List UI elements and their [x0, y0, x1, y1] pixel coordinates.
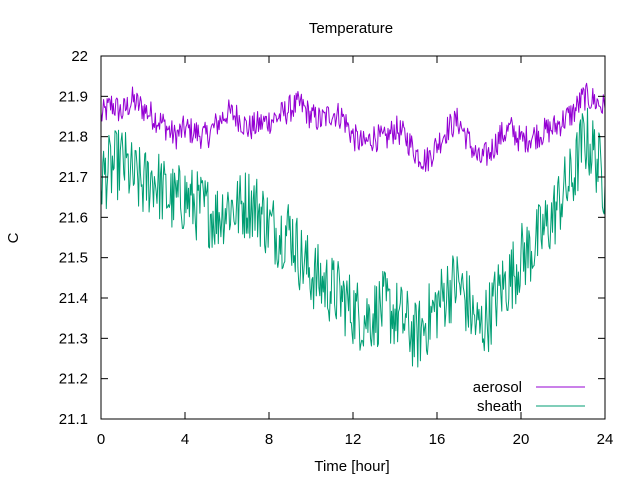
x-tick-label: 12 [345, 431, 362, 448]
plot-area [100, 82, 606, 368]
series-line-aerosol [100, 82, 606, 172]
legend-label-sheath: sheath [477, 398, 522, 415]
y-tick-label: 21.2 [59, 371, 88, 388]
legend: aerosol sheath [473, 379, 585, 415]
x-tick-label: 4 [181, 431, 189, 448]
x-tick-label: 20 [513, 431, 530, 448]
x-axis-label: Time [hour] [314, 458, 389, 475]
y-tick-label: 21.5 [59, 250, 88, 267]
y-tick-label: 21.1 [59, 411, 88, 428]
legend-label-aerosol: aerosol [473, 379, 522, 396]
y-axis: 21.1 21.2 21.3 21.4 21.5 21.6 21.7 21.8 21.9 22 [59, 48, 605, 428]
chart-title: Temperature [309, 20, 393, 37]
x-tick-label: 0 [97, 431, 105, 448]
y-tick-label: 21.8 [59, 129, 88, 146]
y-tick-label: 21.4 [59, 290, 88, 307]
y-tick-label: 21.7 [59, 169, 88, 186]
y-tick-label: 21.9 [59, 88, 88, 105]
y-tick-label: 21.6 [59, 209, 88, 226]
x-axis: 0 4 8 12 16 20 24 [97, 56, 614, 448]
y-tick-label: 21.3 [59, 330, 88, 347]
x-tick-label: 24 [597, 431, 614, 448]
x-tick-label: 16 [429, 431, 446, 448]
y-tick-label: 22 [71, 48, 88, 65]
x-tick-label: 8 [265, 431, 273, 448]
y-axis-label: C [5, 232, 22, 243]
series-line-sheath [100, 107, 606, 368]
